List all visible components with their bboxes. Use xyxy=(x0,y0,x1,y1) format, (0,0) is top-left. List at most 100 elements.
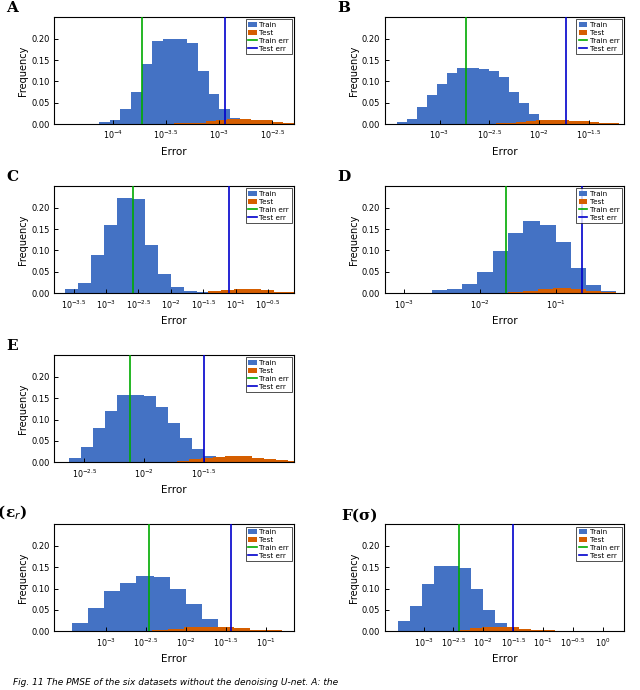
Bar xyxy=(576,122,599,124)
Text: C: C xyxy=(6,170,19,184)
Bar xyxy=(163,39,188,124)
Bar xyxy=(477,272,495,293)
Bar xyxy=(141,64,166,124)
Bar xyxy=(227,122,251,124)
Bar xyxy=(81,447,108,462)
Bar xyxy=(280,123,304,124)
Bar xyxy=(407,119,429,124)
Bar xyxy=(518,629,531,631)
Bar xyxy=(92,255,106,293)
Bar xyxy=(237,120,262,124)
Bar xyxy=(506,123,529,124)
Bar xyxy=(248,120,272,124)
Y-axis label: Frequency: Frequency xyxy=(19,384,28,434)
Bar xyxy=(152,630,170,631)
Bar xyxy=(434,566,447,631)
Bar xyxy=(398,620,412,631)
Bar xyxy=(477,71,499,124)
Bar xyxy=(447,289,465,293)
Bar xyxy=(569,289,586,293)
Bar xyxy=(554,242,571,293)
Bar xyxy=(586,123,609,124)
Bar xyxy=(88,608,106,631)
X-axis label: Error: Error xyxy=(161,485,187,495)
Bar xyxy=(506,103,529,124)
Legend: Train, Test, Train err, Test err: Train, Test, Train err, Test err xyxy=(576,19,622,54)
Bar xyxy=(216,120,241,124)
Bar xyxy=(432,290,449,293)
Bar xyxy=(152,577,170,631)
Bar xyxy=(273,292,287,293)
Bar xyxy=(164,438,192,462)
Bar xyxy=(427,95,449,124)
Text: Fig. 11 The PMSE of the six datasets without the denoising U-net. A: the: Fig. 11 The PMSE of the six datasets wit… xyxy=(13,678,338,687)
Legend: Train, Test, Train err, Test err: Train, Test, Train err, Test err xyxy=(246,188,292,223)
Bar xyxy=(516,122,539,124)
Y-axis label: Frequency: Frequency xyxy=(19,215,28,265)
Bar xyxy=(260,460,287,462)
Bar xyxy=(141,406,168,462)
Bar xyxy=(516,114,539,124)
Bar xyxy=(117,198,132,293)
Bar xyxy=(131,92,156,124)
Bar xyxy=(508,292,525,293)
Legend: Train, Test, Train err, Test err: Train, Test, Train err, Test err xyxy=(246,19,292,54)
Bar xyxy=(69,458,96,462)
Bar xyxy=(410,606,424,631)
Bar xyxy=(497,92,519,124)
Text: A: A xyxy=(6,1,19,15)
Bar xyxy=(177,461,204,462)
Legend: Train, Test, Train err, Test err: Train, Test, Train err, Test err xyxy=(246,526,292,561)
Bar xyxy=(79,283,93,293)
Legend: Train, Test, Train err, Test err: Train, Test, Train err, Test err xyxy=(576,188,622,223)
Bar xyxy=(529,630,543,631)
Bar xyxy=(246,289,261,293)
Y-axis label: Frequency: Frequency xyxy=(349,553,358,603)
Bar xyxy=(104,591,122,631)
Bar xyxy=(547,120,569,124)
Bar xyxy=(486,77,509,124)
Bar xyxy=(422,584,435,631)
Bar xyxy=(216,627,234,631)
X-axis label: Error: Error xyxy=(161,316,187,326)
Bar xyxy=(527,121,549,124)
Bar xyxy=(117,395,144,462)
Bar xyxy=(120,583,138,631)
Bar xyxy=(248,630,266,631)
Bar xyxy=(152,41,177,124)
Bar xyxy=(156,274,171,293)
Bar xyxy=(248,459,276,462)
Bar xyxy=(527,120,549,124)
Bar xyxy=(599,292,616,293)
Bar xyxy=(221,290,236,293)
Legend: Train, Test, Train err, Test err: Train, Test, Train err, Test err xyxy=(576,526,622,561)
Bar xyxy=(143,245,158,293)
Legend: Train, Test, Train err, Test err: Train, Test, Train err, Test err xyxy=(246,357,292,392)
Bar xyxy=(225,456,252,462)
Bar xyxy=(129,396,156,462)
Bar xyxy=(168,629,186,631)
Bar xyxy=(493,627,508,631)
Bar xyxy=(556,121,579,124)
Bar xyxy=(110,120,134,124)
Bar xyxy=(458,568,472,631)
X-axis label: Error: Error xyxy=(161,654,187,664)
Bar xyxy=(177,449,204,462)
Text: D: D xyxy=(337,170,350,184)
Bar xyxy=(417,107,440,124)
Bar xyxy=(200,459,228,462)
Bar xyxy=(216,118,241,124)
Bar xyxy=(569,268,586,293)
Bar xyxy=(182,291,196,293)
Bar xyxy=(200,458,228,462)
Bar xyxy=(205,121,230,124)
Bar xyxy=(232,629,250,631)
Bar xyxy=(200,618,218,631)
Bar xyxy=(200,627,218,631)
Bar xyxy=(173,43,198,124)
X-axis label: Error: Error xyxy=(161,147,187,157)
Bar xyxy=(216,627,234,631)
Bar xyxy=(566,121,589,124)
Bar xyxy=(482,627,495,631)
Text: E: E xyxy=(6,339,18,353)
